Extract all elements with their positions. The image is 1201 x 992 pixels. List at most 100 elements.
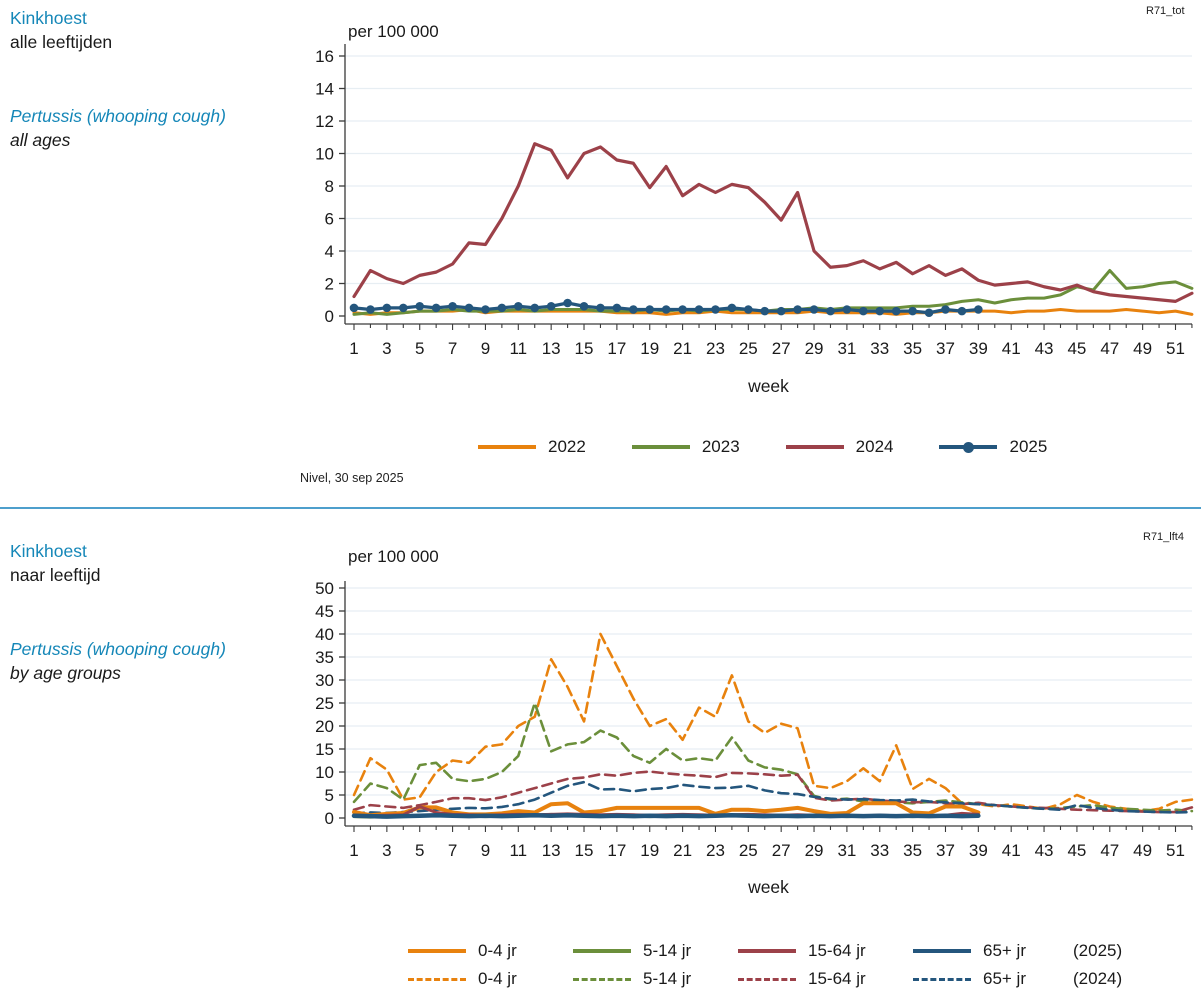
section2-title-en: Pertussis (whooping cough) [10,639,226,659]
svg-text:15: 15 [315,740,334,759]
svg-text:35: 35 [315,648,334,667]
svg-text:per 100 000: per 100 000 [348,547,439,566]
svg-text:20: 20 [315,717,334,736]
svg-text:31: 31 [837,339,856,358]
svg-text:47: 47 [1100,339,1119,358]
svg-text:8: 8 [325,177,334,196]
legend-label-15-64-solid: 15-64 jr [808,941,866,960]
source-note: Nivel, 30 sep 2025 [300,471,404,485]
svg-text:31: 31 [837,841,856,860]
svg-text:week: week [747,877,789,897]
chart1-legend: 2022 2023 2024 2025 [478,434,1047,460]
svg-text:0: 0 [325,809,334,828]
svg-text:49: 49 [1133,339,1152,358]
svg-text:41: 41 [1002,339,1021,358]
legend-year-2025: (2025) [1073,941,1123,960]
legend-line-5-14-solid [573,949,631,953]
svg-text:37: 37 [936,841,955,860]
svg-text:33: 33 [870,841,889,860]
svg-text:1: 1 [349,339,358,358]
svg-text:10: 10 [315,763,334,782]
legend-item-5-14-solid: 5-14 jr [573,941,738,961]
legend-item-5-14-dashed: 5-14 jr [573,969,738,989]
svg-text:7: 7 [448,339,457,358]
svg-text:25: 25 [739,339,758,358]
legend-marker-dot [962,442,974,453]
legend-item-2023: 2023 [631,437,740,457]
svg-text:40: 40 [315,625,334,644]
svg-text:45: 45 [315,602,334,621]
svg-text:17: 17 [607,841,626,860]
svg-text:9: 9 [481,841,490,860]
legend-item-65-solid: 65+ jr [913,941,1073,961]
section1-title-nl: Kinkhoest [10,8,87,28]
chart2-legend-2025: 0-4 jr 5-14 jr 15-64 jr 65+ jr (2025) [408,938,1122,964]
svg-text:19: 19 [640,841,659,860]
legend-label-5-14-solid: 5-14 jr [643,941,692,960]
svg-text:0: 0 [325,307,334,326]
legend-item-2024: 2024 [785,437,893,457]
svg-text:10: 10 [315,145,334,164]
svg-text:5: 5 [415,841,424,860]
svg-text:45: 45 [1067,841,1086,860]
svg-text:7: 7 [448,841,457,860]
svg-text:47: 47 [1100,841,1119,860]
svg-text:19: 19 [640,339,659,358]
legend-year-2024: (2024) [1073,969,1123,988]
svg-text:13: 13 [542,841,561,860]
svg-text:5: 5 [325,786,334,805]
legend-item-2022: 2022 [478,437,586,457]
legend-line-0-4-dashed [408,977,466,981]
svg-text:25: 25 [739,841,758,860]
svg-text:week: week [747,376,789,396]
svg-text:9: 9 [481,339,490,358]
section2-title-nl: Kinkhoest [10,541,87,561]
svg-text:27: 27 [772,339,791,358]
svg-text:33: 33 [870,339,889,358]
svg-text:15: 15 [575,339,594,358]
svg-text:45: 45 [1067,339,1086,358]
svg-text:2: 2 [325,275,334,294]
legend-item-15-64-solid: 15-64 jr [738,941,913,961]
section2-subtitle-en: by age groups [10,663,121,683]
svg-text:35: 35 [903,339,922,358]
chart2-legend-2024: 0-4 jr 5-14 jr 15-64 jr 65+ jr (2024) [408,966,1122,992]
legend-label-65-dashed: 65+ jr [983,969,1026,988]
svg-text:13: 13 [542,339,561,358]
section2-subtitle-nl: naar leeftijd [10,565,101,585]
legend-item-2025: 2025 [939,437,1047,457]
svg-text:21: 21 [673,841,692,860]
svg-text:51: 51 [1166,841,1185,860]
svg-text:1: 1 [349,841,358,860]
svg-text:3: 3 [382,339,391,358]
svg-text:11: 11 [509,841,527,860]
legend-line-65-solid [913,949,971,953]
legend-item-65-dashed: 65+ jr [913,969,1073,989]
svg-text:43: 43 [1035,339,1054,358]
legend-line-2024 [785,445,844,449]
svg-text:14: 14 [315,80,334,99]
svg-text:23: 23 [706,841,725,860]
svg-text:3: 3 [382,841,391,860]
legend-line-2023 [631,445,690,449]
svg-text:4: 4 [325,242,334,261]
svg-text:43: 43 [1035,841,1054,860]
svg-text:30: 30 [315,671,334,690]
legend-line-2022 [478,445,536,449]
svg-text:29: 29 [805,841,824,860]
svg-text:17: 17 [607,339,626,358]
legend-label-65-solid: 65+ jr [983,941,1026,960]
section1-title-en: Pertussis (whooping cough) [10,106,226,126]
svg-text:16: 16 [315,47,334,66]
svg-text:27: 27 [772,841,791,860]
svg-text:15: 15 [575,841,594,860]
legend-item-0-4-solid: 0-4 jr [408,941,573,961]
legend-label-0-4-solid: 0-4 jr [478,941,517,960]
legend-label-2023: 2023 [701,437,740,456]
svg-text:49: 49 [1133,841,1152,860]
legend-item-15-64-dashed: 15-64 jr [738,969,913,989]
section2-chart-code: R71_lft4 [1143,531,1184,543]
svg-text:25: 25 [315,694,334,713]
